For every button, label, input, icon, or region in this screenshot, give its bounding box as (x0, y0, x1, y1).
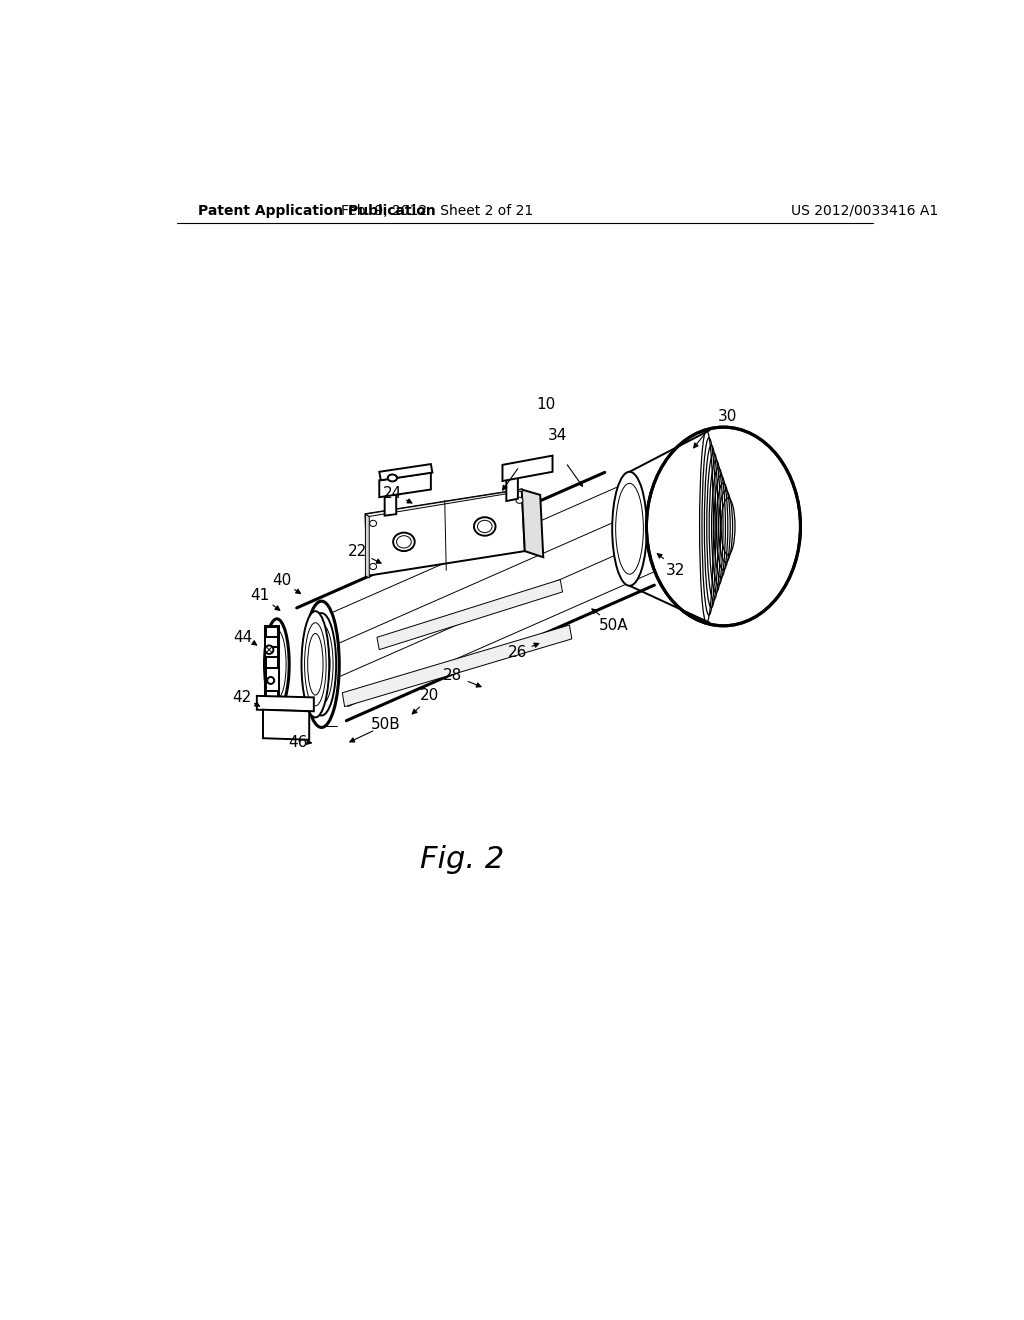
Text: US 2012/0033416 A1: US 2012/0033416 A1 (792, 203, 938, 218)
Text: 50A: 50A (599, 618, 629, 634)
Text: 26: 26 (508, 645, 526, 660)
Polygon shape (366, 515, 370, 578)
Ellipse shape (267, 677, 274, 684)
Text: 32: 32 (666, 562, 685, 578)
Polygon shape (263, 710, 309, 739)
Polygon shape (379, 465, 432, 480)
Ellipse shape (393, 533, 415, 552)
Text: 20: 20 (420, 688, 439, 704)
Ellipse shape (388, 474, 397, 482)
Polygon shape (521, 490, 544, 557)
Text: 44: 44 (233, 630, 253, 645)
Text: 50B: 50B (372, 717, 401, 731)
Ellipse shape (516, 498, 523, 503)
Text: Fig. 2: Fig. 2 (420, 845, 504, 874)
Ellipse shape (474, 517, 496, 536)
Text: 42: 42 (231, 690, 251, 705)
Text: 24: 24 (383, 486, 402, 500)
Polygon shape (342, 626, 571, 706)
Polygon shape (266, 668, 280, 692)
Ellipse shape (264, 619, 289, 710)
Polygon shape (506, 471, 518, 502)
Polygon shape (385, 488, 396, 516)
Text: 28: 28 (442, 668, 462, 684)
Text: 22: 22 (348, 544, 368, 558)
Text: 46: 46 (289, 734, 308, 750)
Ellipse shape (646, 428, 801, 626)
Ellipse shape (304, 601, 339, 727)
Polygon shape (297, 473, 654, 721)
Text: 40: 40 (271, 573, 291, 587)
Text: Patent Application Publication: Patent Application Publication (199, 203, 436, 218)
Text: 41: 41 (250, 589, 269, 603)
Polygon shape (379, 473, 431, 498)
Ellipse shape (612, 471, 647, 586)
Polygon shape (366, 490, 523, 516)
Text: 30: 30 (718, 409, 737, 424)
Polygon shape (264, 626, 279, 705)
Polygon shape (257, 696, 313, 711)
Ellipse shape (301, 611, 330, 718)
Polygon shape (366, 490, 524, 576)
Polygon shape (265, 638, 279, 648)
Ellipse shape (370, 520, 377, 527)
Ellipse shape (265, 645, 273, 653)
Polygon shape (377, 579, 562, 649)
Ellipse shape (370, 564, 377, 570)
Polygon shape (265, 647, 279, 657)
Text: Feb. 9, 2012   Sheet 2 of 21: Feb. 9, 2012 Sheet 2 of 21 (341, 203, 534, 218)
Polygon shape (503, 455, 553, 480)
Text: 10: 10 (537, 397, 556, 412)
Text: 34: 34 (548, 428, 567, 444)
